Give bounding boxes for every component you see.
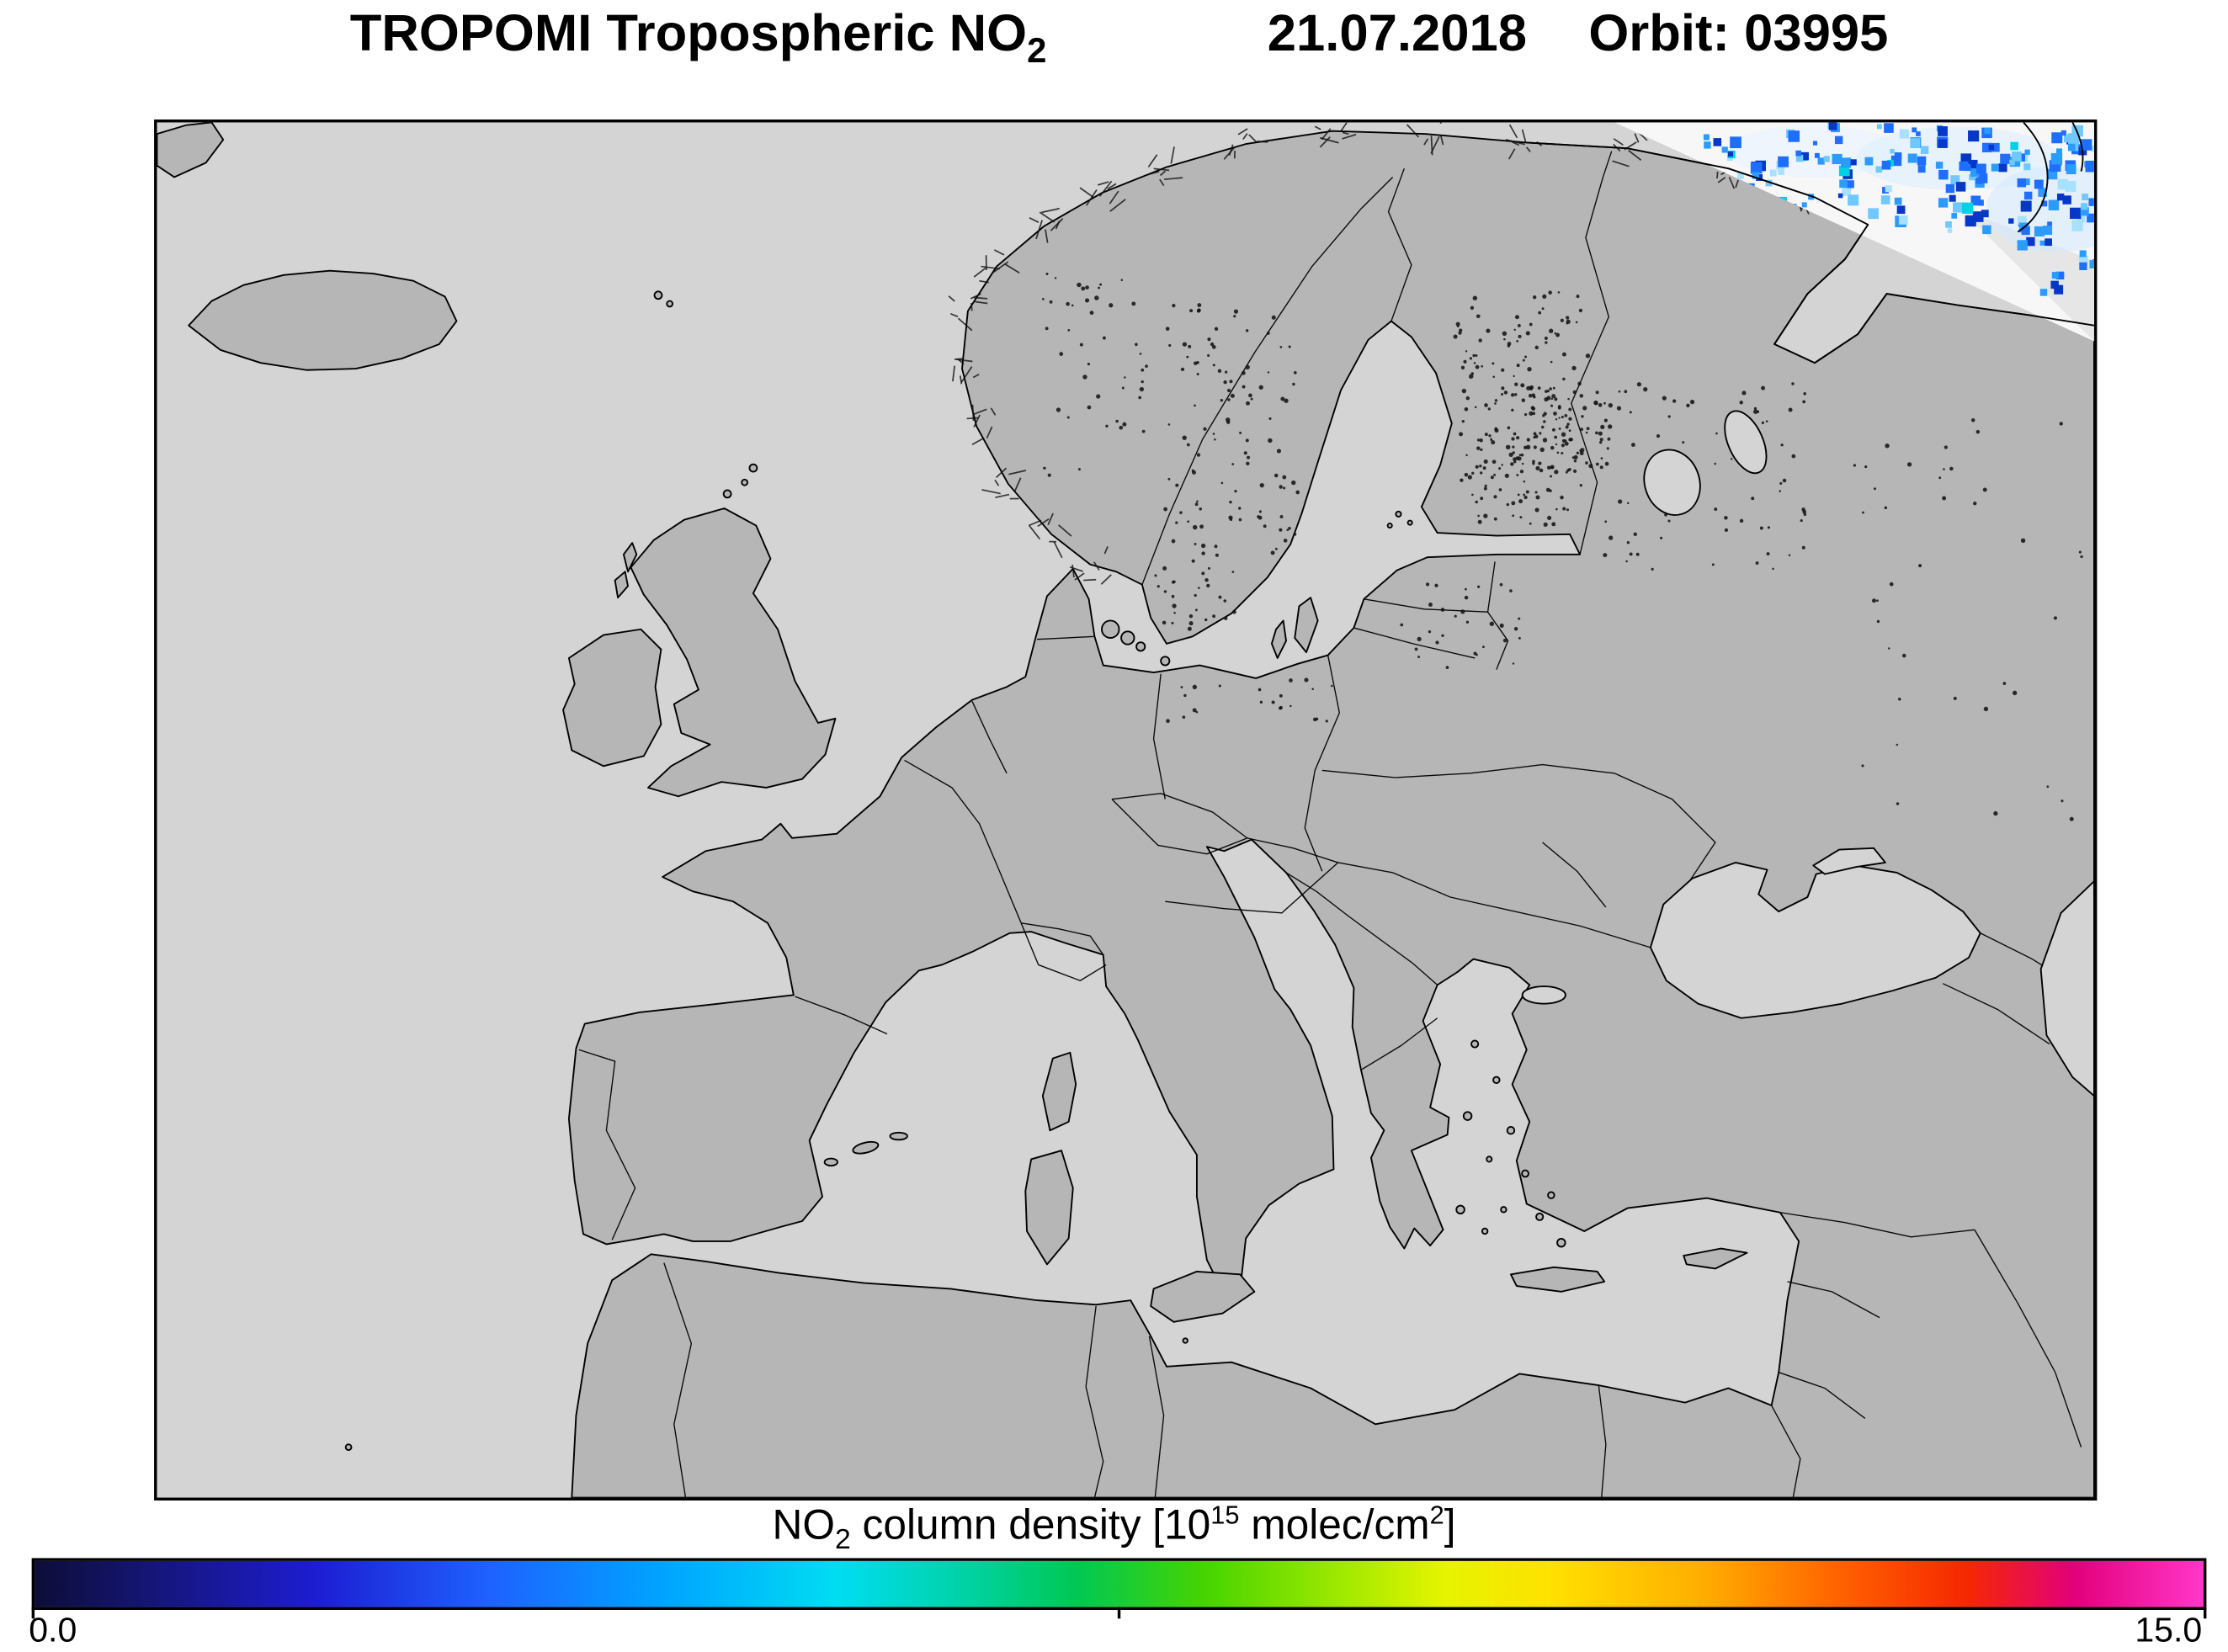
aland-islands xyxy=(1396,512,1401,517)
colorbar-tick-max xyxy=(2204,1607,2206,1619)
faroe-islands-2 xyxy=(667,301,673,307)
aland-islands-2 xyxy=(1408,521,1412,525)
colorbar-max-label: 15.0 xyxy=(2135,1612,2202,1652)
observation-date: 21.07.2018 xyxy=(1268,3,1527,69)
colorbar-title: NO2 column density [1015 molec/cm2] xyxy=(0,1501,2228,1558)
sea-of-marmara xyxy=(1523,986,1566,1004)
zealand-island xyxy=(1102,620,1119,638)
faroe-islands xyxy=(655,291,662,299)
aland-islands-3 xyxy=(1388,523,1392,528)
ibiza-island xyxy=(825,1159,837,1166)
exponent-2: 2 xyxy=(1430,1501,1444,1529)
madeira-island xyxy=(346,1444,352,1450)
exponent-15: 15 xyxy=(1210,1501,1239,1529)
colorbar-tick-mid xyxy=(1118,1607,1120,1619)
shetland-islands xyxy=(749,465,757,472)
orkney-islands xyxy=(724,490,731,497)
europe-map xyxy=(154,120,2097,1501)
ruegen-island xyxy=(1161,656,1169,665)
menorca-island xyxy=(890,1133,907,1140)
map-svg xyxy=(157,122,2094,1497)
lolland-island xyxy=(1136,642,1145,651)
chart-title: TROPOMI Tropospheric NO2 xyxy=(350,3,1047,69)
malta-island xyxy=(1183,1338,1187,1342)
funen-island xyxy=(1121,631,1134,644)
colorbar-min-label: 0.0 xyxy=(29,1612,77,1652)
shetland-islands-2 xyxy=(742,480,747,486)
title-subscript: 2 xyxy=(1027,32,1046,71)
no2-subscript: 2 xyxy=(835,1524,851,1556)
colorbar-gradient xyxy=(32,1558,2207,1610)
orbit-number: Orbit: 03995 xyxy=(1588,3,1888,69)
